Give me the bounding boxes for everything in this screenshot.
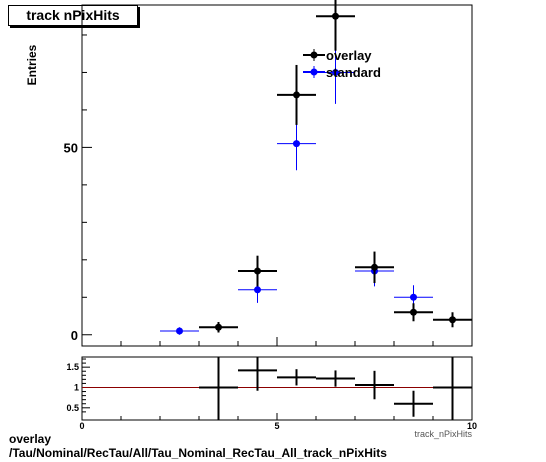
ratio-y-tick-label: 1.5 <box>66 362 79 372</box>
ratio-y-tick-label: 1 <box>74 382 79 392</box>
plot-title: track nPixHits <box>26 7 120 23</box>
ratio-y-tick-label: 0.5 <box>66 403 79 413</box>
legend-label: overlay <box>326 48 372 63</box>
overlay-series-point <box>254 267 261 275</box>
overlay-series-point <box>215 323 222 331</box>
overlay-series-point <box>293 91 300 99</box>
caption-label: overlay <box>9 432 52 446</box>
legend-marker <box>310 68 318 76</box>
standard-series-point <box>410 293 417 301</box>
legend-label: standard <box>326 65 381 80</box>
x-axis-label: track_nPixHits <box>414 429 472 439</box>
ratio-x-tick-label: 10 <box>467 421 477 431</box>
standard-series-point <box>254 286 261 294</box>
ratio-x-tick-label: 5 <box>274 421 279 431</box>
legend-marker <box>310 51 318 59</box>
main-y-tick-label: 0 <box>71 328 78 343</box>
overlay-series-point <box>371 263 378 271</box>
standard-series-point <box>293 140 300 148</box>
overlay-series-point <box>410 308 417 316</box>
overlay-series-point <box>449 316 456 324</box>
main-y-axis-label: Entries <box>25 44 39 85</box>
overlay-series-point <box>332 12 339 20</box>
ratio-x-tick-label: 0 <box>79 421 84 431</box>
main-y-tick-label: 50 <box>64 140 78 155</box>
standard-series-point <box>176 327 183 335</box>
plot-title-box: track nPixHits <box>8 5 138 26</box>
standard-series-point <box>332 68 339 76</box>
caption-path: /Tau/Nominal/RecTau/All/Tau_Nominal_RecT… <box>9 446 387 460</box>
